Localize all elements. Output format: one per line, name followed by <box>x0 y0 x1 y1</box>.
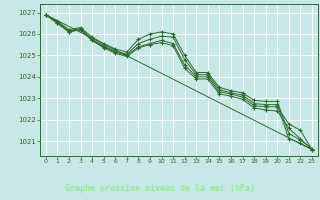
Text: Graphe pression niveau de la mer (hPa): Graphe pression niveau de la mer (hPa) <box>65 184 255 193</box>
